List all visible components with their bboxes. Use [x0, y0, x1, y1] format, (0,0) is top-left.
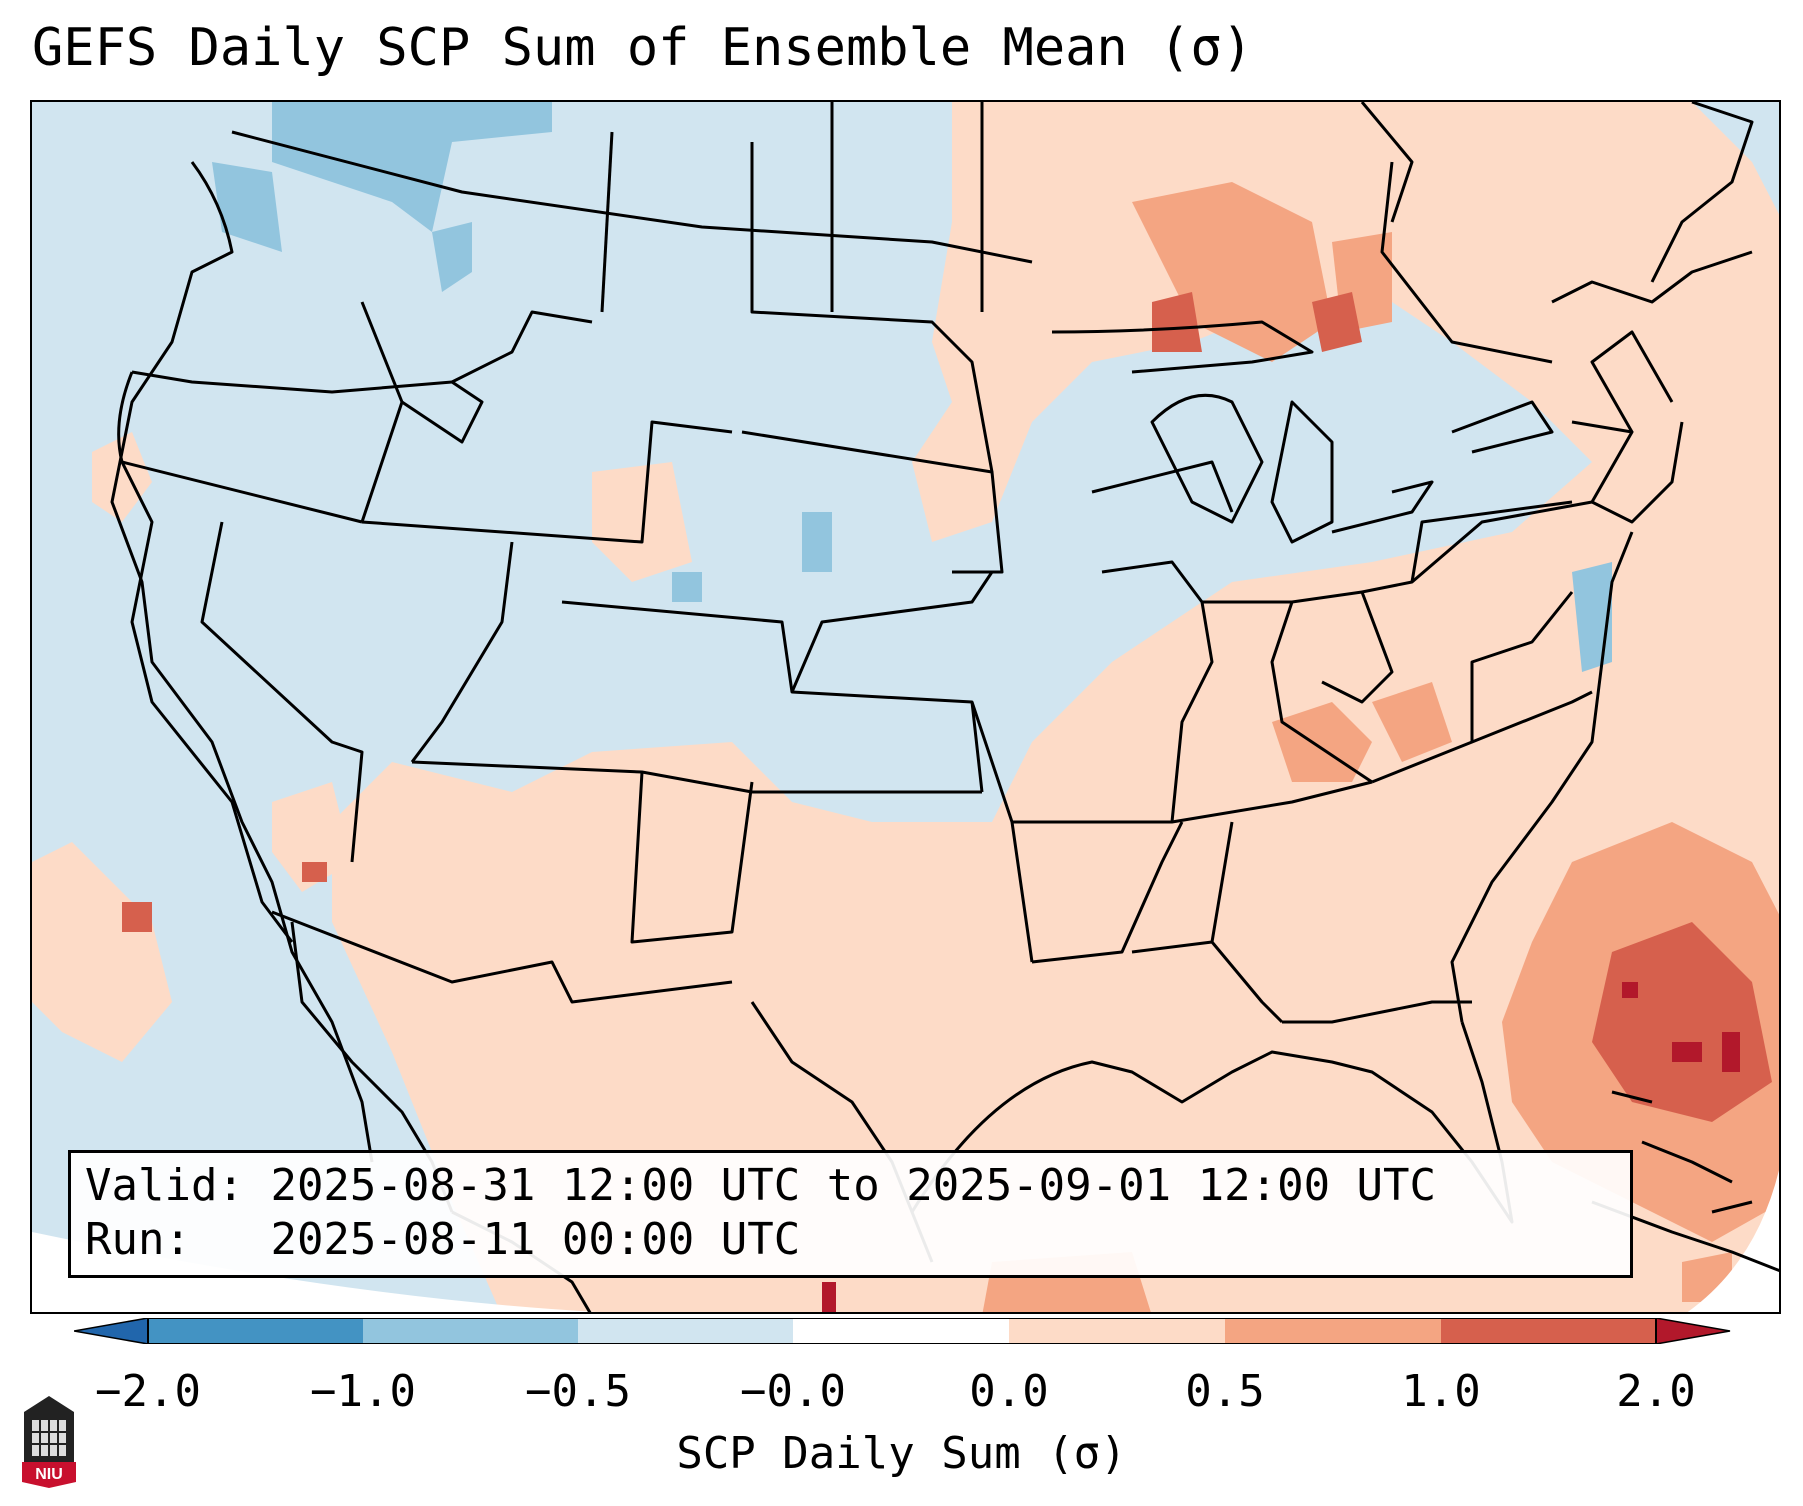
colorbar-tick-1: −2.0: [95, 1366, 201, 1417]
colorbar-tick-3: −0.5: [525, 1366, 631, 1417]
colorbar-tick-5: 0.0: [969, 1366, 1049, 1417]
state-boundaries: [117, 102, 1754, 1024]
map-title: GEFS Daily SCP Sum of Ensemble Mean (σ): [32, 18, 1253, 78]
colorbar-segment-5: [1009, 1318, 1225, 1344]
colorbar-tick-8: 2.0: [1616, 1366, 1696, 1417]
colorbar-segment-2: [363, 1318, 578, 1344]
niu-logo-icon: NIU: [22, 1396, 76, 1488]
valid-value: 2025-08-31 12:00 UTC to 2025-09-01 12:00…: [270, 1160, 1437, 1211]
valid-label: Valid:: [85, 1160, 244, 1211]
colorbar-segment-3: [578, 1318, 793, 1344]
colorbar-label: SCP Daily Sum (σ): [676, 1428, 1127, 1479]
projection-edge: [32, 1232, 597, 1312]
colorbar-tick-2: −1.0: [310, 1366, 416, 1417]
colorbar-tick-7: 1.0: [1401, 1366, 1481, 1417]
colorbar-tick-4: −0.0: [740, 1366, 846, 1417]
run-label: Run:: [85, 1214, 191, 1265]
map-panel: [30, 100, 1781, 1314]
negative-anomaly-regions: [212, 102, 1612, 672]
projection-edge-right: [1687, 1170, 1779, 1312]
colorbar-extend-low: [74, 1318, 149, 1344]
colorbar-segment-6: [1225, 1318, 1441, 1344]
colorbar-segment-7: [1441, 1318, 1656, 1344]
colorbar-segment-4: [793, 1318, 1009, 1344]
logo-text: NIU: [35, 1466, 63, 1483]
run-value: 2025-08-11 00:00 UTC: [270, 1214, 801, 1265]
colorbar: [74, 1318, 1731, 1344]
map-canvas: [32, 102, 1779, 1312]
extreme-anomaly-cells: [822, 982, 1740, 1312]
valid-run-info-box: Valid: 2025-08-31 12:00 UTC to 2025-09-0…: [68, 1150, 1633, 1278]
colorbar-extend-high: [1655, 1318, 1731, 1344]
colorbar-segment-1: [148, 1318, 363, 1344]
positive-anomaly-regions: [32, 102, 1779, 1312]
colorbar-tick-6: 0.5: [1185, 1366, 1265, 1417]
